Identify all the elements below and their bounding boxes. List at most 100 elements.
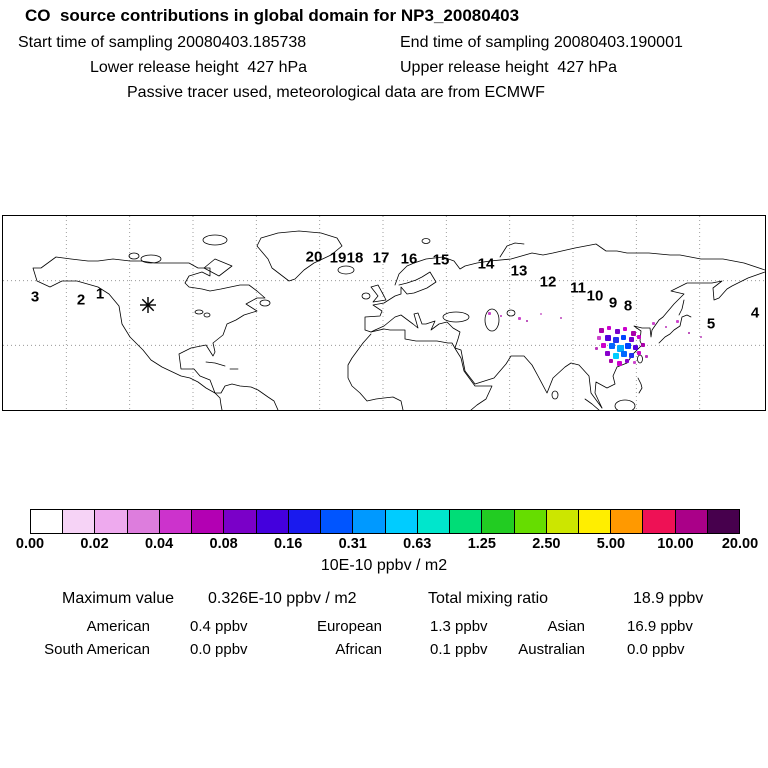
plume-pixel xyxy=(613,337,619,343)
trajectory-day-marker: 11 xyxy=(570,279,586,297)
colorbar-segment xyxy=(546,510,579,533)
colorbar-segment xyxy=(31,510,64,533)
plume-pixel xyxy=(645,355,648,358)
colorbar-segment xyxy=(127,510,160,533)
colorbar-segment xyxy=(95,510,128,533)
region-value-american: 0.4 ppbv xyxy=(190,618,248,635)
colorbar-segment xyxy=(482,510,515,533)
colorbar-segment xyxy=(385,510,418,533)
trajectory-day-marker: 18 xyxy=(346,249,364,267)
colorbar-segment xyxy=(578,510,612,533)
plume-pixel xyxy=(637,335,641,339)
region-value-asian: 16.9 ppbv xyxy=(627,618,693,635)
plume-pixel xyxy=(623,327,627,331)
plume-pixel xyxy=(631,331,636,336)
colorbar-tick-label: 0.02 xyxy=(80,536,109,552)
trajectory-day-marker: 14 xyxy=(477,255,495,273)
plume-pixel xyxy=(595,347,598,350)
trajectory-day-marker: 13 xyxy=(510,262,528,280)
trajectory-markers-layer: 1 2 3 4 5 8 9 10 11 12 13 14 15 16 17 18 19 20 xyxy=(3,216,765,410)
plume-pixel xyxy=(540,313,542,315)
trajectory-day-marker: 10 xyxy=(586,287,604,305)
trajectory-day-marker: 5 xyxy=(706,315,716,333)
colorbar-segment xyxy=(417,510,451,533)
plume-pixel xyxy=(665,326,667,328)
plume-pixel xyxy=(597,336,601,340)
colorbar-tick-label: 0.00 xyxy=(15,536,45,552)
colorbar-segment xyxy=(256,510,289,533)
colorbar-tick-label: 0.08 xyxy=(209,536,238,552)
max-value: 0.326E-10 ppbv / m2 xyxy=(208,590,357,607)
plume-pixel xyxy=(621,335,626,340)
plume-pixel xyxy=(617,361,622,366)
region-name-american: American xyxy=(86,618,150,635)
trajectory-day-marker: 3 xyxy=(30,288,40,306)
plume-pixel xyxy=(629,353,634,358)
trajectory-day-marker: 8 xyxy=(623,297,633,315)
world-map-panel: 1 2 3 4 5 8 9 10 11 12 13 14 15 16 17 18 19 20 xyxy=(2,215,766,411)
region-name-african: African xyxy=(335,641,382,658)
colorbar-tick-label: 10.00 xyxy=(657,536,694,552)
trajectory-day-marker: 19 xyxy=(329,249,347,267)
plume-concentration-layer xyxy=(3,216,765,410)
lower-release-height: Lower release height 427 hPa xyxy=(90,59,308,76)
trajectory-day-marker: 4 xyxy=(750,304,760,322)
colorbar-segment xyxy=(643,510,676,533)
plume-pixel xyxy=(609,343,615,349)
trajectory-day-marker: 12 xyxy=(539,273,557,291)
plume-pixel xyxy=(605,335,611,341)
plume-pixel xyxy=(625,343,631,349)
plume-pixel xyxy=(700,336,702,338)
colorbar-segment xyxy=(514,510,547,533)
colorbar-segment xyxy=(192,510,225,533)
colorbar-segment xyxy=(450,510,483,533)
plume-pixel xyxy=(609,359,613,363)
plume-pixel xyxy=(637,351,641,355)
region-value-south-american: 0.0 ppbv xyxy=(190,641,248,658)
figure-title: CO source contributions in global domain… xyxy=(25,6,520,25)
colorbar-tick-label: 1.25 xyxy=(467,536,496,552)
total-mixing-label: Total mixing ratio xyxy=(428,590,549,607)
plume-pixel xyxy=(518,317,521,320)
sampling-end-time: End time of sampling 20080403.190001 xyxy=(400,34,683,51)
plume-pixel xyxy=(617,345,624,352)
plume-pixel xyxy=(641,343,645,347)
region-value-african: 0.1 ppbv xyxy=(430,641,488,658)
region-name-asian: Asian xyxy=(547,618,585,635)
plume-pixel xyxy=(688,332,690,334)
plume-pixel xyxy=(488,312,491,315)
plume-pixel xyxy=(652,322,655,325)
plume-pixel xyxy=(607,326,611,330)
trajectory-day-marker: 2 xyxy=(76,291,86,309)
trajectory-day-marker: 16 xyxy=(400,250,418,268)
colorbar-segment xyxy=(288,510,322,533)
colorbar xyxy=(30,509,740,534)
trajectory-day-marker: 15 xyxy=(432,251,450,269)
colorbar-tick-row: 0.00 0.02 0.04 0.08 0.16 0.31 0.63 1.25 2.50 5.00… xyxy=(16,536,758,554)
trajectory-day-marker: 20 xyxy=(305,248,323,266)
region-name-european: European xyxy=(316,618,382,635)
colorbar-segment xyxy=(675,510,708,533)
upper-release-height: Upper release height 427 hPa xyxy=(400,59,618,76)
plume-pixel xyxy=(526,320,528,322)
plume-pixel xyxy=(500,315,502,317)
region-value-australian: 0.0 ppbv xyxy=(627,641,685,658)
plume-pixel xyxy=(560,317,562,319)
plume-pixel xyxy=(621,351,627,357)
colorbar-segment xyxy=(224,510,257,533)
receptor-star-marker xyxy=(139,296,157,314)
max-value-label: Maximum value xyxy=(62,590,175,607)
plume-pixel xyxy=(599,328,604,333)
colorbar-segment xyxy=(321,510,354,533)
trajectory-day-marker: 1 xyxy=(95,285,105,303)
colorbar-segment xyxy=(707,510,740,533)
colorbar-tick-label: 2.50 xyxy=(532,536,561,552)
colorbar-tick-label: 0.31 xyxy=(338,536,367,552)
region-name-south-american: South American xyxy=(44,641,150,658)
tracer-meteorology-note: Passive tracer used, meteorological data… xyxy=(127,84,545,101)
sampling-start-time: Start time of sampling 20080403.185738 xyxy=(18,34,307,51)
plume-pixel xyxy=(629,337,634,342)
plume-pixel xyxy=(601,343,606,348)
plume-pixel xyxy=(605,351,610,356)
trajectory-day-marker: 17 xyxy=(372,249,390,267)
